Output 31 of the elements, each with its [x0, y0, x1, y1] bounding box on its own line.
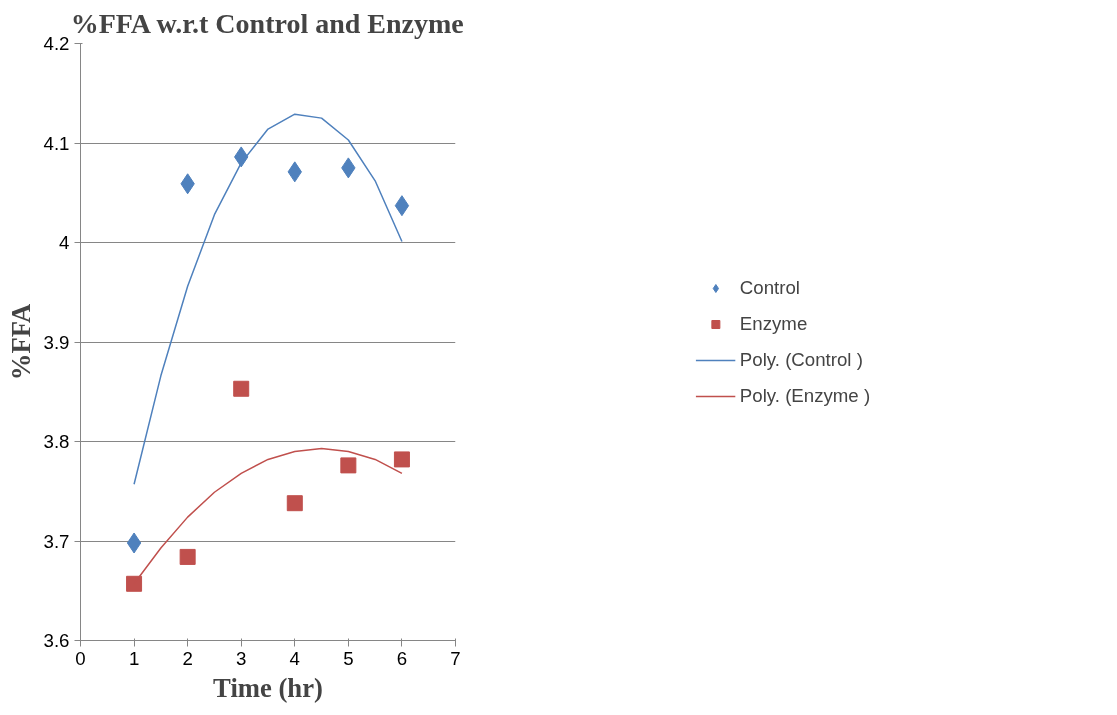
point: [394, 195, 410, 217]
y-tick-label: 3.6: [43, 630, 70, 651]
legend-label: Poly. (Enzyme ): [739, 384, 871, 407]
x-tick-label: 6: [396, 647, 408, 669]
point: [340, 457, 357, 474]
point: [126, 575, 143, 592]
legend-label: Control: [739, 276, 801, 299]
x-tick-label: 4: [289, 647, 300, 669]
y-tick-label: 3.9: [43, 331, 70, 353]
point: [286, 495, 303, 512]
y-tick-label: 3.7: [43, 530, 70, 552]
x-tick-label: 2: [182, 647, 193, 669]
x-axis-title: Time (hr): [213, 672, 323, 703]
legend-label: Poly. (Control ): [739, 348, 863, 371]
x-tick-label: 1: [128, 647, 140, 669]
point: [126, 532, 142, 554]
x-tick-label: 3: [236, 647, 247, 669]
y-axis-title: %FFA: [5, 303, 36, 381]
y-tick-label: 4: [59, 232, 70, 253]
x-tick-label: 0: [75, 647, 86, 669]
y-tick-label: 4.1: [43, 132, 70, 154]
chart-title: %FFA w.r.t Control and Enzyme: [70, 7, 464, 39]
point: [179, 548, 196, 565]
y-tick-label: 4.2: [43, 33, 70, 54]
point: [393, 451, 410, 468]
y-tick-label: 3.8: [43, 431, 70, 452]
x-tick-label: 7: [450, 647, 461, 669]
point: [233, 380, 250, 397]
line-series: [133, 113, 403, 486]
legend-label: Enzyme: [739, 312, 808, 335]
x-tick-label: 5: [343, 647, 354, 669]
